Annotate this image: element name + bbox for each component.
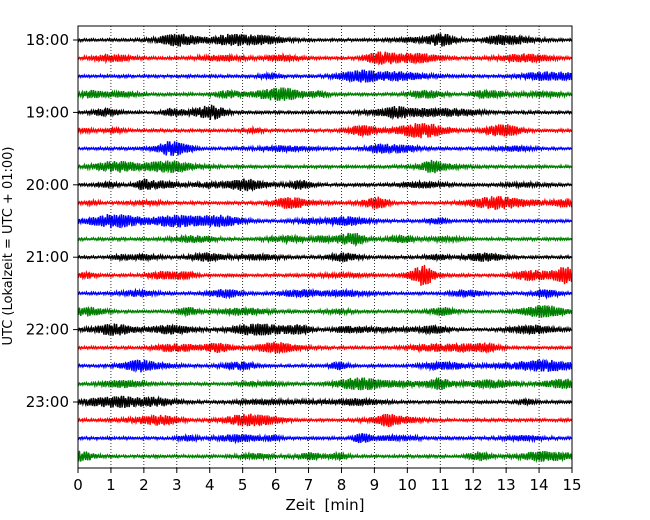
- x-tick-label: 2: [139, 476, 149, 494]
- x-tick-label: 13: [497, 476, 516, 494]
- seismogram-trace-19: [77, 358, 573, 374]
- x-tick-label: 11: [431, 476, 450, 494]
- x-tick-label: 0: [73, 476, 83, 494]
- x-tick-label: 6: [271, 476, 281, 494]
- x-tick-label: 12: [464, 476, 483, 494]
- seismogram-trace-23: [77, 432, 573, 445]
- seismogram-trace-22: [77, 413, 573, 428]
- y-axis-label: UTC (Lokalzeit = UTC + 01:00): [1, 147, 16, 346]
- seismogram-trace-6: [77, 123, 573, 139]
- seismogram-trace-16: [77, 304, 573, 318]
- seismogram-trace-8: [77, 159, 573, 174]
- seismogram-trace-3: [77, 69, 573, 84]
- x-tick-label: 3: [172, 476, 182, 494]
- y-tick-label: 20:00: [26, 176, 69, 194]
- seismogram-trace-2: [77, 51, 573, 66]
- x-axis-ticks: 0 1 2 3 4 5 6 7 8 9 10 11 12 13 14 15: [73, 468, 582, 494]
- x-axis-label: Zeit [min]: [285, 496, 364, 514]
- seismogram-trace-1: [77, 33, 573, 47]
- seismogram-trace-15: [77, 287, 573, 300]
- seismogram-trace-7: [77, 141, 573, 156]
- seismogram-trace-11: [77, 213, 573, 229]
- x-tick-label: 4: [205, 476, 215, 494]
- y-tick-label: 23:00: [26, 393, 69, 411]
- x-tick-label: 14: [530, 476, 549, 494]
- y-tick-label: 22:00: [26, 321, 69, 339]
- plot-frame: [77, 25, 573, 469]
- y-tick-label: 19:00: [26, 103, 69, 121]
- seismogram-trace-12: [77, 232, 573, 248]
- y-tick-label: 21:00: [26, 248, 69, 266]
- seismogram-trace-4: [77, 87, 573, 101]
- seismogram-trace-5: [77, 104, 573, 121]
- x-tick-label: 15: [562, 476, 581, 494]
- seismogram-traces: [77, 33, 573, 464]
- seismogram-trace-24: [77, 450, 573, 464]
- seismogram-trace-13: [77, 251, 573, 264]
- x-tick-label: 10: [398, 476, 417, 494]
- seismogram-trace-9: [77, 178, 573, 192]
- seismogram-trace-20: [77, 376, 573, 391]
- seismogram-trace-21: [77, 395, 573, 408]
- x-tick-label: 7: [304, 476, 314, 494]
- x-tick-label: 5: [238, 476, 248, 494]
- seismogram-trace-14: [77, 264, 573, 286]
- seismogram-trace-10: [77, 195, 573, 211]
- seismogram-trace-17: [77, 323, 573, 337]
- x-tick-label: 8: [337, 476, 347, 494]
- y-tick-label: 18:00: [26, 31, 69, 49]
- x-tick-label: 9: [370, 476, 380, 494]
- x-tick-label: 1: [106, 476, 116, 494]
- seismogram-trace-18: [77, 341, 573, 355]
- y-axis-ticks: 18:00 19:00 20:00 21:00 22:00 23:00: [26, 31, 78, 411]
